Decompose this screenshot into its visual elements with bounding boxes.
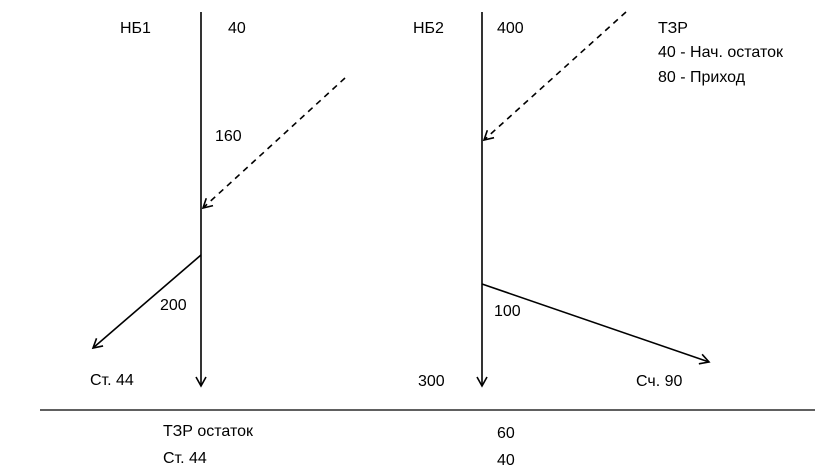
summary-row2-value: 40: [497, 452, 515, 469]
summary-row1-label: ТЗР остаток: [163, 423, 254, 440]
nb1-outflow-arrow: [91, 254, 202, 350]
nb2-closing: 300: [418, 373, 445, 390]
nb1-outflow: 200: [160, 297, 187, 314]
nb2-outflow-arrow: [481, 283, 711, 365]
nb2-opening: 400: [497, 20, 524, 37]
legend-line-1: 40 - Нач. остаток: [658, 44, 783, 61]
nb2-name: НБ2: [413, 20, 444, 37]
nb1-closing-target: Ст. 44: [90, 372, 134, 389]
nb2-outflow: 100: [494, 303, 521, 320]
nb1-opening: 40: [228, 20, 246, 37]
summary-row2-label: Ст. 44: [163, 450, 207, 467]
legend-title: ТЗР: [658, 20, 688, 37]
nb1-name: НБ1: [120, 20, 151, 37]
nb2-inflow-arrow: [482, 11, 627, 142]
summary-row1-value: 60: [497, 425, 515, 442]
nb1-inflow: 160: [215, 128, 242, 145]
legend-line-2: 80 - Приход: [658, 69, 746, 86]
nb2-outflow-target: Сч. 90: [636, 373, 683, 390]
